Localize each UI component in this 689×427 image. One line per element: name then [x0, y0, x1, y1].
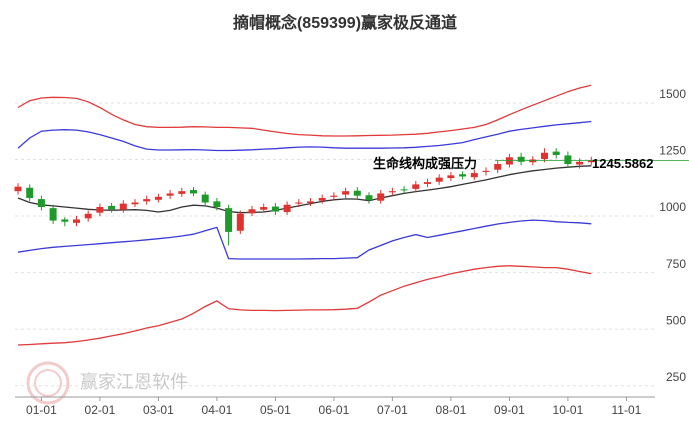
candle-body — [49, 208, 57, 221]
x-tick-label: 03-01 — [143, 403, 174, 417]
x-tick-label: 11-01 — [611, 403, 641, 417]
candle-body — [131, 202, 139, 205]
candle-body — [119, 203, 127, 210]
candle-body — [271, 206, 279, 212]
candle-body — [84, 213, 92, 219]
candle-body — [365, 195, 373, 201]
candle-body — [517, 156, 525, 162]
y-tick-label: 1500 — [659, 87, 686, 101]
channel-line — [17, 84, 592, 137]
candle-body — [435, 177, 443, 182]
chart-title: 摘帽概念(859399)赢家极反通道 — [233, 13, 457, 32]
candle-body — [353, 190, 361, 196]
candle-body — [283, 204, 291, 212]
y-tick-label: 250 — [666, 370, 686, 384]
y-tick-label: 500 — [666, 313, 686, 327]
channel-line — [17, 165, 592, 214]
y-tick-label: 1250 — [659, 144, 686, 158]
candle-body — [564, 155, 572, 165]
candle-body — [342, 191, 350, 195]
candle-body — [412, 184, 420, 189]
candle-body — [541, 152, 548, 160]
candle-body — [154, 196, 162, 200]
watermark-logo — [26, 361, 70, 405]
x-tick-label: 09-01 — [494, 403, 525, 417]
candle-body — [330, 195, 338, 197]
x-tick-label: 04-01 — [202, 403, 233, 417]
candle-body — [37, 199, 45, 208]
candle-body — [400, 189, 408, 191]
x-tick-label: 06-01 — [319, 403, 350, 417]
candle-body — [295, 202, 303, 204]
channel-line — [17, 219, 592, 260]
channel-line — [17, 120, 592, 152]
candle-body — [307, 201, 314, 203]
candle-body — [26, 187, 34, 198]
candle-body — [552, 151, 560, 155]
candle-body — [190, 190, 197, 194]
x-tick-label: 02-01 — [85, 403, 116, 417]
watermark: 赢家江恩软件 — [80, 371, 188, 392]
x-tick-label: 07-01 — [377, 403, 408, 417]
candle-body — [447, 175, 455, 179]
y-tick-label: 1000 — [659, 200, 686, 214]
x-tick-label: 01-01 — [26, 403, 57, 417]
candle-body — [61, 219, 69, 222]
last-price-label: 1245.5862 — [592, 156, 653, 171]
x-tick-label: 08-01 — [436, 403, 467, 417]
y-tick-label: 750 — [666, 257, 686, 271]
candle-body — [388, 191, 396, 193]
annotation: 生命线构成强压力 — [373, 156, 477, 171]
candle-body — [260, 207, 268, 210]
candle-body — [470, 173, 478, 178]
candle-body — [166, 193, 174, 196]
candle-body — [213, 201, 221, 208]
candle-body — [225, 208, 233, 232]
candle-body — [494, 164, 502, 170]
candle-body — [201, 194, 209, 203]
candle-body — [96, 207, 104, 213]
x-tick-label: 10-01 — [553, 403, 584, 417]
x-tick-label: 05-01 — [260, 403, 291, 417]
candle-body — [587, 160, 595, 163]
candle-body — [377, 193, 385, 201]
channel-line — [17, 265, 592, 346]
candle-body — [14, 186, 22, 192]
candle-body — [178, 191, 186, 194]
candle-body — [248, 209, 256, 214]
candle-body — [482, 170, 490, 172]
candle-body — [459, 174, 467, 177]
candle-body — [236, 213, 244, 231]
candle-body — [108, 205, 116, 210]
candle-body — [576, 161, 584, 165]
candle-body — [143, 199, 151, 202]
candle-body — [424, 182, 431, 184]
candle-body — [73, 219, 80, 223]
candle-body — [318, 197, 326, 201]
